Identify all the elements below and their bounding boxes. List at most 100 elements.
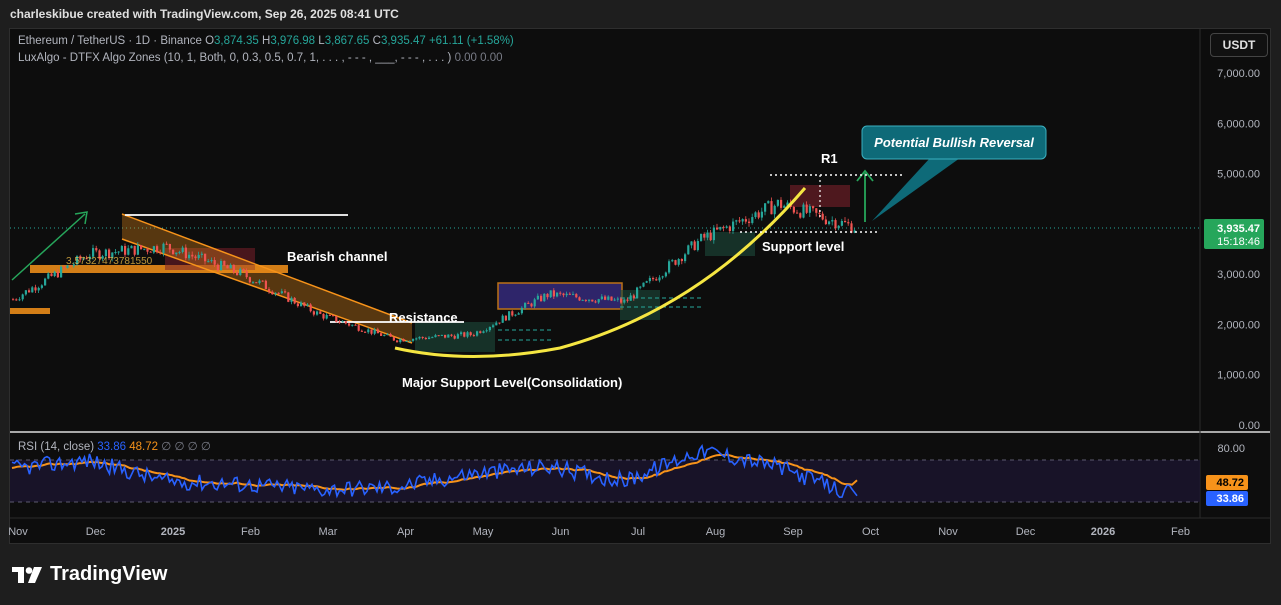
candle-body [431,337,434,339]
time-tick-label: Dec [86,526,106,538]
candle-body [821,213,824,220]
candle-body [556,292,559,297]
time-tick-label: Sep [783,526,803,538]
rsi-axis-80: 80.00 [1217,443,1245,455]
candle-body [549,290,552,298]
candle-body [181,247,184,253]
candle-body [584,299,587,301]
candle-body [831,220,834,222]
candle-body [485,330,488,332]
candle-body [44,278,47,286]
candle-body [380,333,383,336]
candle-body [418,336,421,339]
rsi-title[interactable]: RSI (14, close) [18,441,95,453]
price-tick-label: 3,000.00 [1217,269,1260,281]
callout-box[interactable] [861,125,1047,160]
candle-body [546,293,549,298]
currency-button[interactable]: USDT [1210,33,1268,57]
candle-body [511,311,514,316]
candle-body [472,335,475,337]
tradingview-logo[interactable]: TradingView [12,563,167,586]
time-tick-label: 2026 [1091,526,1115,538]
candle-body [338,321,341,323]
candle-body [229,264,232,269]
candle-body [111,252,114,259]
time-tick-label: Nov [8,526,28,538]
indicator-legend[interactable]: LuxAlgo - DTFX Algo Zones (10, 1, Both, … [18,52,503,64]
candle-body [559,292,562,294]
candle-body [629,295,632,301]
supply-zone-1 [165,248,255,270]
candle-body [495,322,498,326]
time-tick-label: 2025 [161,526,185,538]
open-value: 3,874.35 [214,35,259,47]
indicator-values: 0.00 0.00 [454,52,503,64]
candle-body [639,286,642,288]
demand-zone-jul [620,290,660,320]
rsi-legend[interactable]: RSI (14, close) 33.86 48.72 ∅ ∅ ∅ ∅ [18,439,211,453]
candle-body [271,291,274,295]
candle-body [348,323,351,326]
candle-body [53,271,56,277]
candle-body [700,233,703,242]
time-tick-label: Jul [631,526,645,538]
channel-lower-line [121,238,413,344]
uptrend-arrow-line [11,213,86,281]
demand-zone-aug [705,232,755,256]
rounding-bottom-curve [394,187,807,358]
candle-body [191,254,194,257]
candle-body [85,258,88,260]
candle-body [501,315,504,323]
tradingview-logo-icon [12,566,42,583]
candle-body [482,331,485,333]
candle-body [658,277,661,281]
candle-body [837,225,840,229]
candle-body [364,331,367,333]
candle-body [792,206,795,213]
candle-body [773,205,776,215]
candle-body [824,219,827,225]
candle-body [258,280,261,284]
candle-body [322,313,325,319]
candle-body [405,340,408,342]
major-support-label: Major Support Level(Consolidation) [402,375,622,390]
candle-body [440,334,443,336]
candle-body [223,260,226,266]
candle-body [437,335,440,337]
bullish-arrow-head [856,169,874,182]
candle-body [402,339,405,342]
candle-body [469,332,472,336]
indicator-name[interactable]: LuxAlgo - DTFX Algo Zones (10, 1, Both, … [18,52,452,64]
candle-body [220,260,223,271]
candle-body [460,332,463,335]
candle-body [412,338,415,341]
candle-body [232,264,235,273]
candle-body [728,226,731,231]
candle-body [488,326,491,331]
candle-body [143,248,146,250]
candle-body [284,291,287,293]
candle-body [18,299,21,301]
symbol-name[interactable]: Ethereum / TetherUS · 1D · Binance [18,35,202,47]
time-axis[interactable]: Nov Dec 2025 Feb Mar Apr May Jun Jul Aug Sep Oct Nov… [8,526,1190,538]
candle-body [690,241,693,246]
time-tick-label: Feb [241,526,260,538]
candle-body [812,206,815,209]
low-label: L [318,35,325,47]
candle-body [133,245,136,255]
rsi-badge [1206,491,1248,506]
candle-body [456,334,459,339]
candle-body [834,220,837,229]
candle-body [565,293,568,296]
candle-body [703,233,706,238]
candle-body [757,212,760,218]
candle-body [168,243,171,250]
price-axis[interactable]: 7,000.006,000.005,000.004,000.003,000.00… [1217,68,1260,432]
candle-body [594,301,597,303]
candle-body [114,252,117,254]
candle-body [709,232,712,241]
candle-body [236,272,239,276]
price-tick-label: 5,000.00 [1217,169,1260,181]
candle-body [581,299,584,301]
